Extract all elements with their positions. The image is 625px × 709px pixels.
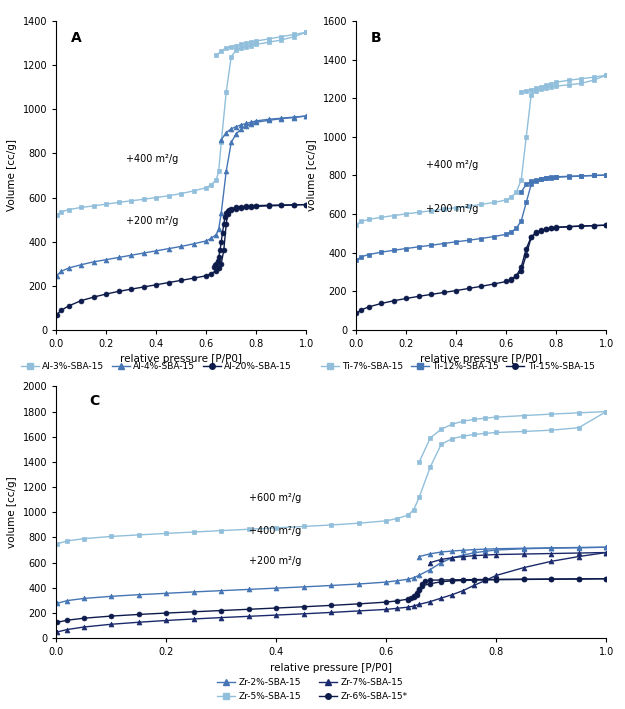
X-axis label: relative pressure [P/P0]: relative pressure [P/P0] — [420, 354, 542, 364]
Text: C: C — [89, 394, 99, 408]
Legend: Zr-2%-SBA-15, Zr-5%-SBA-15, Zr-7%-SBA-15, Zr-6%-SBA-15*: Zr-2%-SBA-15, Zr-5%-SBA-15, Zr-7%-SBA-15… — [213, 675, 412, 705]
Text: B: B — [371, 30, 382, 45]
Legend: Al-3%-SBA-15, Al-4%-SBA-15, Al-20%-SBA-15: Al-3%-SBA-15, Al-4%-SBA-15, Al-20%-SBA-1… — [17, 359, 296, 375]
Text: +200 m²/g: +200 m²/g — [426, 204, 479, 214]
Text: +200 m²/g: +200 m²/g — [249, 556, 301, 566]
X-axis label: relative pressure [P/P0]: relative pressure [P/P0] — [270, 663, 392, 673]
Text: +400 m²/g: +400 m²/g — [426, 160, 479, 169]
Y-axis label: volume [cc/g]: volume [cc/g] — [7, 476, 17, 548]
Text: +400 m²/g: +400 m²/g — [249, 525, 301, 535]
Y-axis label: Volume [cc/g]: Volume [cc/g] — [7, 140, 17, 211]
Text: +600 m²/g: +600 m²/g — [249, 493, 301, 503]
Text: +200 m²/g: +200 m²/g — [126, 216, 179, 226]
X-axis label: relative pressure [P/P0]: relative pressure [P/P0] — [120, 354, 242, 364]
Y-axis label: volume [cc/g]: volume [cc/g] — [307, 140, 317, 211]
Text: +400 m²/g: +400 m²/g — [126, 155, 179, 164]
Legend: Ti-7%-SBA-15, Ti-12%-SBA-15, Ti-15%-SBA-15: Ti-7%-SBA-15, Ti-12%-SBA-15, Ti-15%-SBA-… — [317, 359, 598, 375]
Text: A: A — [71, 30, 82, 45]
